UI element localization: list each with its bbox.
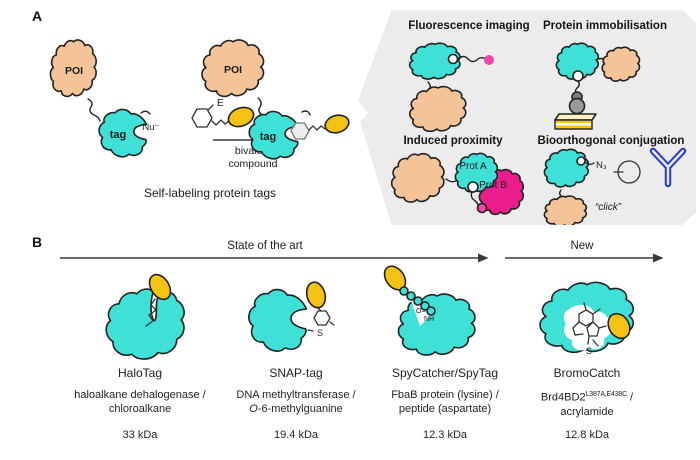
proximity-icon: Prot A Prot B [392,153,524,214]
linker-squiggle [88,99,100,121]
desc-line1: FbaB protein (lysine) / [391,389,499,401]
desc-line1: haloalkane dehalogenase / [74,389,206,401]
desc-line1: DNA methyltransferase / [236,389,356,401]
poi-label: POI [65,65,83,77]
fluorophore-dot [484,55,494,65]
panel-a-scheme: POI tag Nu⁻ E bivalent compound POI tag [28,18,363,170]
desc-line1-base: Brd4BD2 [540,391,586,404]
immobilisation-icon [554,43,640,130]
azide-label: N₃ [596,160,607,171]
alkyl-chain [309,126,325,130]
desc-line2: peptide (aspartate) [398,403,492,415]
tag-label: tag [260,131,277,143]
tag-desc-halotag: haloalkane dehalogenase / chloroalkane [50,388,230,416]
tag-hook [141,111,150,114]
chloroalkane-chain [146,299,156,326]
panel-b-axis-arrows [60,253,664,263]
click-label: “click” [595,202,622,213]
bioorthogonal-icon: N₃ “click” [544,147,687,225]
azide-linker [585,162,594,164]
bead-large [570,99,585,114]
poi-label: POI [224,64,242,76]
applications-icons: Prot A Prot B N₃ “click” [356,10,687,225]
recruiter-dot [478,204,487,213]
desc-line1-mutations: L387A,E438C [585,391,628,398]
bead-linker [576,81,580,93]
desc-line2: acrylamide [560,405,614,418]
nucleophile-label: Nu⁻ [142,122,159,133]
poi-linker [446,179,456,182]
antibody-icon [649,147,687,188]
snap-tag-graphic: S [238,278,338,368]
recruiter-linker [471,192,478,205]
alkyl-chain [212,120,229,125]
slide-top [555,114,596,120]
tag-mass-halotag: 33 kDa [122,429,158,441]
tag-label: tag [110,129,127,141]
electrophile-label: E [217,98,224,109]
sulfur-label: S [317,328,323,338]
slide-front [554,119,593,130]
attachment-circle [577,157,585,165]
tag-mass-spycatcher: 12.3 kDa [422,429,468,441]
ligand-oval [226,104,257,130]
sulfur-label: S [586,346,592,356]
ligand-oval [145,271,175,303]
applications-panel: Fluorescence imaging Protein immobilisat… [356,10,696,225]
new-header: New [570,240,594,252]
inhibitor-structure [573,303,606,346]
halotag-graphic [82,266,192,366]
attachment-circle [573,71,583,81]
prot-b-label: Prot B [479,180,507,191]
tag-blob-left: tag [99,109,146,156]
spycatcher-graphic: O= NH [382,266,492,366]
peptide-beads [400,287,435,315]
panel-a-caption: Self-labeling protein tags [143,186,277,200]
desc-line1-suffix: / [626,391,634,404]
ligand-oval [304,280,328,310]
panel-b-label: B [32,234,43,250]
tag-blob-right: tag [249,111,351,159]
tag-name-bromocatch: BromoCatch [553,366,621,380]
bound-ring [290,122,310,140]
attachment-circle [449,55,458,64]
app-header-immobilisation: Protein immobilisation [543,20,667,32]
amide-label: NH [424,316,434,323]
tag-mass-bromocatch: 12.8 kDa [564,429,610,441]
desc-line2: chloroalkane [108,403,172,415]
bromocatch-graphic: S [528,272,648,356]
fluorescence-icon [410,43,494,131]
panel-a-label: A [32,8,43,24]
e-bond [208,105,213,110]
tag-hook [302,111,310,115]
attachment-circle [468,182,478,192]
carbonyl-label: O= [416,308,426,315]
state-of-the-art-header: State of the art [227,240,303,252]
ligand-oval [604,310,634,343]
tag-name-snap: SNAP-tag [269,366,323,380]
bivalent-compound: E [192,98,256,130]
fluorophore-linker [458,57,487,62]
benzyl-bond [317,307,321,311]
linker-squiggle [258,98,262,115]
app-header-proximity: Induced proximity [403,135,503,147]
tag-name-spycatcher: SpyCatcher/SpyTag [391,366,499,380]
poi-blob-left: POI [50,40,96,96]
tag-name-halotag: HaloTag [117,366,163,380]
ligand-oval [323,113,351,136]
arrow-label-2: compound [228,158,277,170]
benzene-ring [192,109,212,127]
tag-desc-spycatcher: FbaB protein (lysine) / peptide (asparta… [355,388,535,416]
tag-desc-snap: DNA methyltransferase / O-6-methylguanin… [206,388,386,416]
tag-mass-snap: 19.4 kDa [273,429,319,441]
poi-blob-right: POI [202,40,264,96]
desc-line2: -6-methylguanine [257,403,343,415]
thioether-bond [308,322,334,331]
app-header-fluorescence: Fluorescence imaging [408,20,530,32]
tag-desc-bromocatch: Brd4BD2L387A,E438C / acrylamide [497,388,677,419]
desc-line2-italic-o: O [249,403,258,415]
prot-a-label: Prot A [459,161,487,172]
benzyl-ring [314,311,330,325]
app-header-bioorthogonal: Bioorthogonal conjugation [537,135,685,147]
